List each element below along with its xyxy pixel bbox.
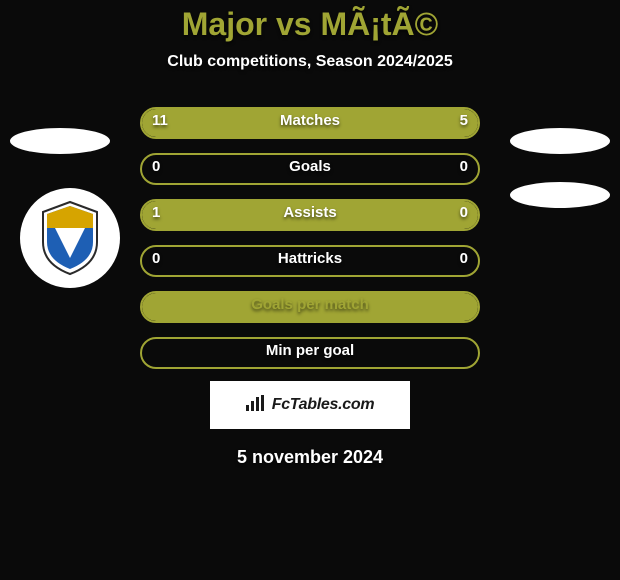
footer-date: 5 november 2024: [0, 447, 620, 468]
brand-text: FcTables.com: [272, 396, 375, 414]
stat-row-hattricks: 0 Hattricks 0: [140, 237, 480, 283]
stat-label: Assists: [140, 199, 480, 227]
stat-label: Min per goal: [140, 337, 480, 365]
stat-value-right: 0: [460, 153, 468, 181]
page-root: Major vs MÃ¡tÃ© Club competitions, Seaso…: [0, 6, 620, 580]
page-subtitle: Club competitions, Season 2024/2025: [0, 53, 620, 71]
stat-row-mpg: Min per goal: [140, 329, 480, 375]
stats-block: 11 Matches 5 0 Goals 0 1 Assists 0: [0, 99, 620, 468]
page-title: Major vs MÃ¡tÃ©: [0, 6, 620, 43]
stat-value-right: 0: [460, 245, 468, 273]
stat-value-right: 5: [460, 107, 468, 135]
bars-icon: [246, 395, 268, 416]
stat-label: Hattricks: [140, 245, 480, 273]
stats-list: 11 Matches 5 0 Goals 0 1 Assists 0: [140, 99, 480, 375]
stat-label: Goals: [140, 153, 480, 181]
stat-row-goals: 0 Goals 0: [140, 145, 480, 191]
stat-row-assists: 1 Assists 0: [140, 191, 480, 237]
stat-row-gpm: Goals per match: [140, 283, 480, 329]
stat-label: Matches: [140, 107, 480, 135]
brand-box: FcTables.com: [210, 381, 410, 429]
stat-row-matches: 11 Matches 5: [140, 99, 480, 145]
stat-label: Goals per match: [140, 291, 480, 319]
stat-value-right: 0: [460, 199, 468, 227]
